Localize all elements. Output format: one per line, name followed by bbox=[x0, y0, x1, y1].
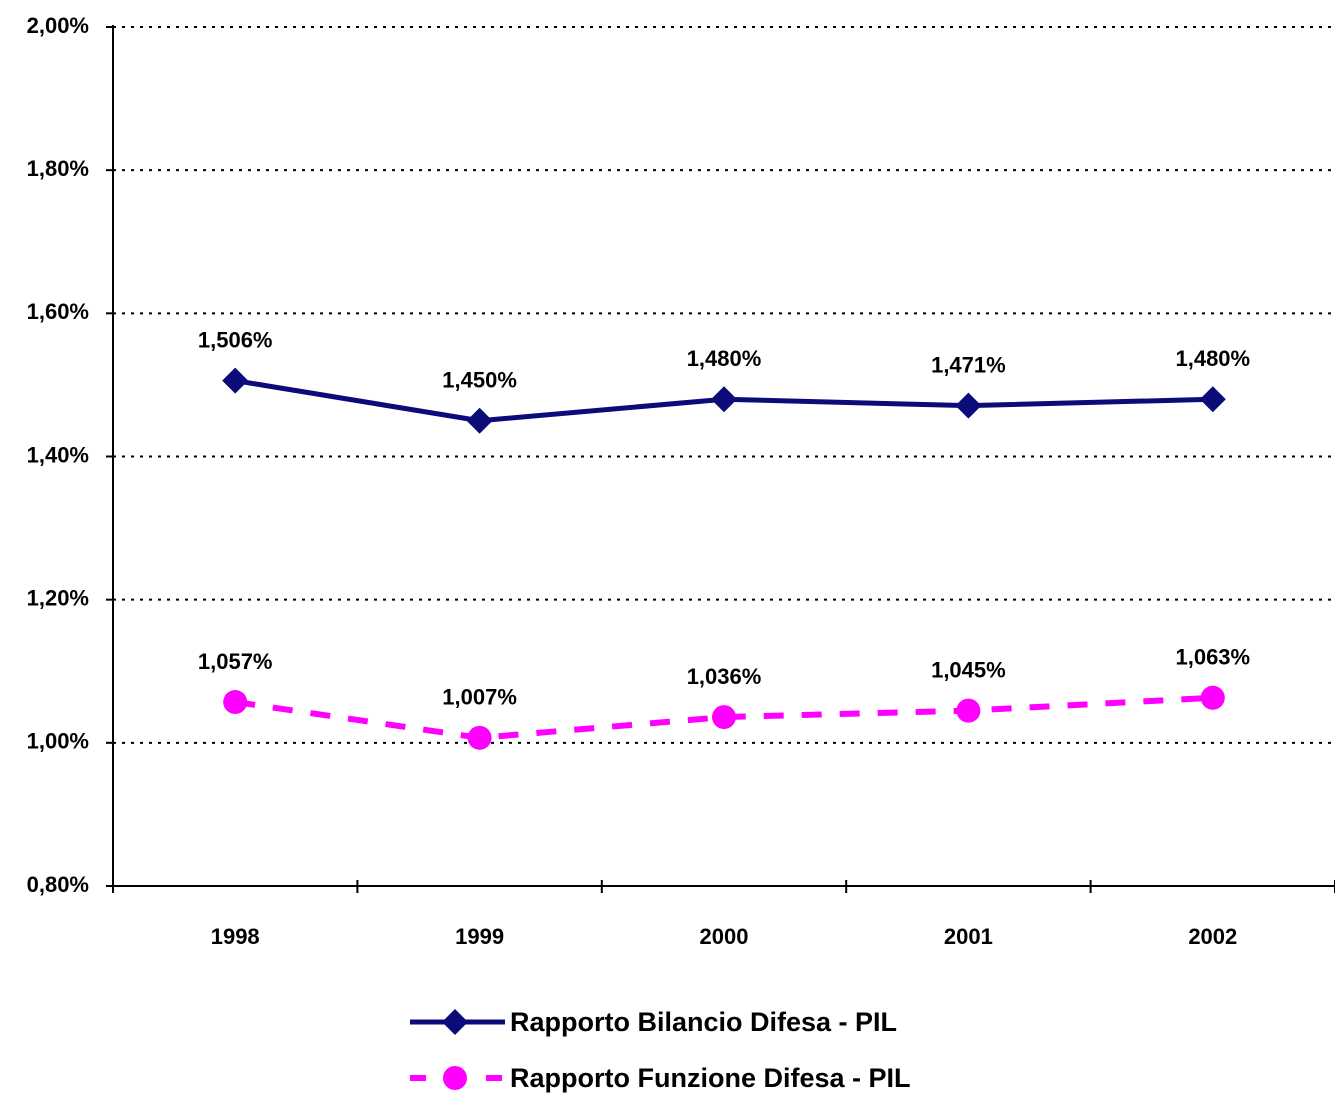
marker bbox=[1200, 685, 1225, 710]
data-label: 1,057% bbox=[198, 649, 273, 674]
marker bbox=[956, 698, 981, 723]
data-label: 1,480% bbox=[1175, 346, 1250, 371]
data-label: 1,480% bbox=[687, 346, 762, 371]
marker bbox=[466, 407, 493, 434]
data-label: 1,036% bbox=[687, 664, 762, 689]
legend-marker bbox=[442, 1009, 468, 1035]
y-tick-label: 1,00% bbox=[27, 729, 89, 754]
data-label: 1,007% bbox=[442, 685, 517, 710]
x-tick-label: 2001 bbox=[944, 924, 993, 949]
legend-marker bbox=[443, 1066, 467, 1090]
data-label: 1,506% bbox=[198, 327, 273, 352]
line bbox=[234, 694, 1213, 741]
marker bbox=[955, 392, 982, 419]
legend-label: Rapporto Bilancio Difesa - PIL bbox=[510, 1007, 897, 1037]
x-tick-label: 1998 bbox=[211, 924, 260, 949]
x-tick-label: 1999 bbox=[455, 924, 504, 949]
data-label: 1,063% bbox=[1175, 645, 1250, 670]
y-tick-label: 1,80% bbox=[27, 156, 89, 181]
marker bbox=[222, 367, 249, 394]
data-label: 1,450% bbox=[442, 368, 517, 393]
legend-label: Rapporto Funzione Difesa - PIL bbox=[510, 1063, 911, 1093]
marker bbox=[711, 386, 737, 413]
y-tick-label: 2,00% bbox=[27, 13, 89, 38]
marker bbox=[223, 690, 248, 715]
marker bbox=[467, 725, 492, 750]
x-tick-label: 2002 bbox=[1188, 924, 1237, 949]
marker bbox=[1199, 386, 1226, 413]
y-tick-label: 1,60% bbox=[27, 299, 89, 324]
data-label: 1,045% bbox=[931, 657, 1006, 682]
marker bbox=[712, 705, 736, 730]
y-tick-label: 1,20% bbox=[27, 585, 89, 610]
data-label: 1,471% bbox=[931, 352, 1006, 377]
x-tick-label: 2000 bbox=[700, 924, 749, 949]
y-tick-label: 0,80% bbox=[27, 872, 89, 897]
y-tick-label: 1,40% bbox=[27, 442, 89, 467]
